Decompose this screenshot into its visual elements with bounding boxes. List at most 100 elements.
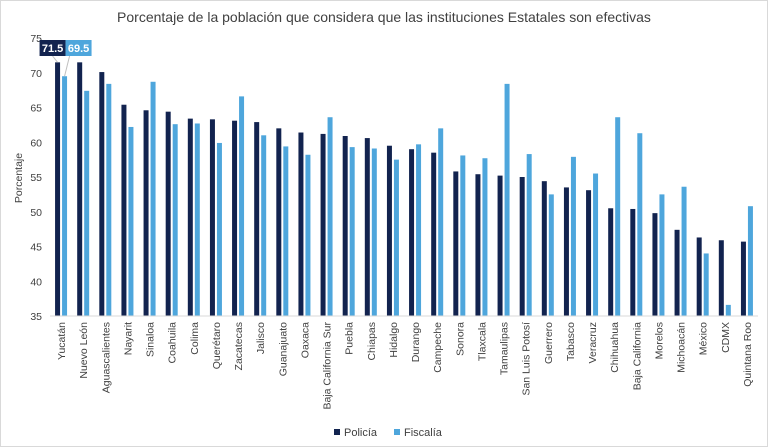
x-tick-label: Yucatán bbox=[56, 322, 68, 360]
y-axis: 35 40 45 50 55 60 65 70 75 bbox=[30, 33, 42, 323]
data-label-box bbox=[65, 40, 92, 56]
bar-fiscalia bbox=[725, 304, 731, 316]
bar-policia bbox=[652, 213, 658, 316]
bar-fiscalia bbox=[681, 186, 687, 316]
bar-policia bbox=[320, 133, 326, 316]
bar-fiscalia bbox=[438, 128, 444, 316]
data-label-box bbox=[39, 40, 66, 56]
bar-policia bbox=[364, 138, 370, 316]
bar-fiscalia bbox=[637, 133, 643, 316]
y-tick-label: 60 bbox=[30, 137, 42, 149]
x-tick-label: Nuevo León bbox=[78, 322, 90, 379]
bar-fiscalia bbox=[703, 253, 709, 316]
legend-label: Fiscalía bbox=[404, 427, 443, 439]
y-tick-label: 45 bbox=[30, 242, 42, 254]
y-tick-label: 75 bbox=[30, 33, 42, 45]
x-tick-label: Baja California bbox=[631, 322, 643, 390]
x-tick-label: México bbox=[698, 322, 710, 355]
x-tick-label: Nayarit bbox=[122, 322, 134, 355]
bar-fiscalia bbox=[570, 156, 576, 316]
data-label-leader bbox=[64, 55, 71, 77]
x-tick-label: Guerrero bbox=[543, 322, 555, 364]
bar-policia bbox=[409, 149, 415, 316]
bar-fiscalia bbox=[593, 173, 599, 316]
bar-fiscalia bbox=[172, 124, 178, 317]
bar-fiscalia bbox=[62, 76, 68, 316]
y-tick-label: 70 bbox=[30, 68, 42, 80]
x-tick-label: Querétaro bbox=[211, 322, 223, 369]
bar-policia bbox=[386, 145, 392, 316]
bar-policia bbox=[187, 118, 193, 317]
bar-policia bbox=[563, 187, 569, 316]
bar-policia bbox=[209, 119, 215, 316]
bar-policia bbox=[718, 240, 724, 316]
bar-fiscalia bbox=[747, 206, 753, 316]
bar-fiscalia bbox=[526, 154, 532, 316]
bar-fiscalia bbox=[239, 96, 245, 316]
x-tick-label: Colima bbox=[189, 322, 201, 355]
bar-fiscalia bbox=[349, 147, 355, 316]
x-tick-label: Jalisco bbox=[255, 322, 267, 354]
x-tick-label: Guanajuato bbox=[277, 322, 289, 376]
legend-label: Policía bbox=[344, 427, 378, 439]
data-label: 69.5 bbox=[68, 43, 89, 55]
bar-fiscalia bbox=[482, 158, 488, 316]
bar-fiscalia bbox=[150, 81, 156, 316]
bar-policia bbox=[254, 122, 260, 316]
bar-fiscalia bbox=[84, 90, 90, 316]
bar-policia bbox=[121, 104, 127, 316]
bar-fiscalia bbox=[548, 194, 554, 317]
bar-policia bbox=[99, 72, 105, 316]
bar-policia bbox=[431, 152, 437, 316]
bar-policia bbox=[630, 208, 636, 316]
x-axis: Yucatán Nuevo León Aguascalientes Nayarit Si… bbox=[56, 322, 754, 410]
x-tick-label: Veracruz bbox=[587, 322, 599, 363]
y-axis-label: Porcentaje bbox=[13, 153, 25, 203]
x-tick-label: Hidalgo bbox=[388, 322, 400, 358]
bar-fiscalia bbox=[615, 117, 621, 316]
bar-fiscalia bbox=[128, 126, 134, 317]
bar-policia bbox=[55, 62, 61, 316]
legend-swatch bbox=[394, 429, 400, 435]
data-label-leader bbox=[52, 55, 58, 63]
x-tick-label: Tamaulipas bbox=[499, 322, 511, 375]
bar-fiscalia bbox=[283, 146, 289, 316]
x-tick-label: Oaxaca bbox=[299, 322, 311, 358]
x-tick-label: Aguascalientes bbox=[100, 322, 112, 393]
bar-fiscalia bbox=[504, 83, 510, 317]
bar-fiscalia bbox=[393, 159, 399, 317]
x-tick-label: CDMX bbox=[720, 322, 732, 353]
y-tick-label: 55 bbox=[30, 172, 42, 184]
bar-policia bbox=[475, 174, 481, 316]
bar-fiscalia bbox=[371, 148, 377, 316]
x-tick-label: Chihuahua bbox=[609, 322, 621, 373]
bar-fiscalia bbox=[659, 194, 665, 317]
x-tick-label: Sonora bbox=[454, 322, 466, 356]
bar-policia bbox=[165, 111, 171, 316]
x-tick-label: Campeche bbox=[432, 322, 444, 373]
bar-policia bbox=[586, 190, 592, 316]
bar-policia bbox=[608, 208, 614, 316]
x-tick-label: Tabasco bbox=[565, 322, 577, 361]
bar-fiscalia bbox=[305, 154, 311, 316]
x-tick-label: Coahuila bbox=[167, 322, 179, 364]
data-label: 71.5 bbox=[42, 43, 63, 55]
bar-policia bbox=[519, 177, 525, 316]
y-tick-label: 65 bbox=[30, 103, 42, 115]
chart-title: Porcentaje de la población que considera… bbox=[117, 9, 651, 25]
x-tick-label: Morelos bbox=[653, 322, 665, 359]
bar-policia bbox=[298, 132, 304, 316]
bar-fiscalia bbox=[460, 155, 466, 316]
bar-policia bbox=[276, 128, 282, 316]
bar-fiscalia bbox=[261, 135, 267, 316]
legend: Policía Fiscalía bbox=[334, 427, 443, 439]
bar-policia bbox=[740, 241, 746, 316]
bar-fiscalia bbox=[194, 123, 200, 316]
x-tick-label: Chiapas bbox=[366, 322, 378, 361]
bar-policia bbox=[77, 62, 83, 316]
y-tick-label: 35 bbox=[30, 311, 42, 323]
x-tick-label: Michoacán bbox=[676, 322, 688, 373]
x-tick-label: Sinaloa bbox=[145, 322, 157, 357]
bar-policia bbox=[541, 181, 547, 316]
